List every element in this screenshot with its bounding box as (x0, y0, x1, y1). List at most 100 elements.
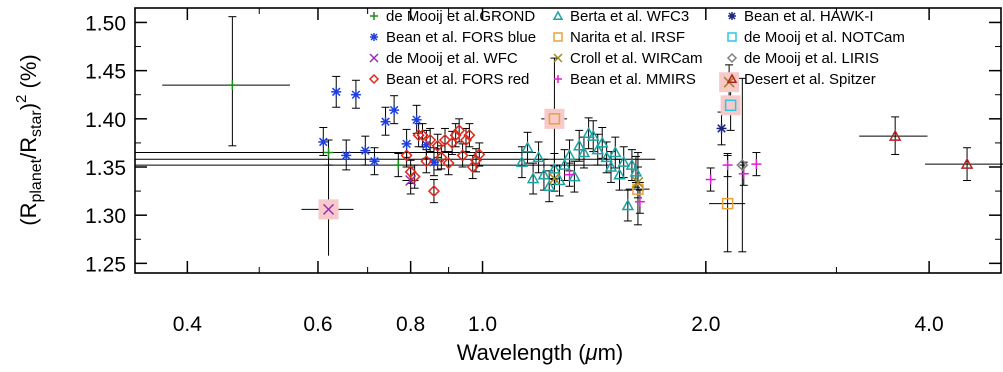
y-tick-label-0: 1.25 (85, 253, 126, 276)
point-4-16 (595, 136, 609, 148)
legend-item-6: Croll et al. WIRCam (553, 50, 703, 67)
point-4-24 (629, 165, 643, 177)
legend-marker-3 (368, 73, 380, 85)
x-axis-label: Wavelength (μm) (457, 340, 624, 365)
legend-item-10: de Mooij et al. LIRIS (726, 50, 879, 67)
legend-label-9: de Mooij et al. NOTCam (744, 29, 905, 46)
point-6-0 (548, 173, 560, 185)
legend-marker-5 (553, 32, 563, 42)
legend-item-0: de Mooij et al.GROND (370, 8, 535, 25)
point-1-2 (341, 150, 352, 161)
legend-label-8: Bean et al. HAWK-I (744, 8, 874, 25)
y-tick-label-3: 1.40 (85, 109, 126, 132)
point-7-4 (738, 168, 749, 179)
point-4-11 (572, 139, 586, 151)
y-label-sup: 2 (13, 95, 30, 103)
legend-item-2: de Mooij et al. WFC (369, 50, 518, 67)
point-3-15 (456, 149, 469, 162)
point-6-1 (632, 176, 644, 188)
x-tick-label-4: 2.0 (691, 313, 720, 336)
point-3-2 (408, 170, 421, 183)
point-3-5 (420, 155, 433, 168)
point-5-1 (632, 183, 644, 195)
legend-label-2: de Mooij et al. WFC (386, 50, 518, 67)
point-4-17 (600, 150, 613, 163)
legend-item-8: Bean et al. HAWK-I (728, 8, 874, 25)
point-4-15 (591, 143, 605, 155)
y-tick-label-1: 1.30 (85, 205, 126, 228)
legend-item-7: Bean et al. MMIRS (554, 71, 696, 88)
point-3-13 (449, 129, 462, 142)
point-5-2 (721, 197, 734, 210)
point-3-8 (431, 139, 444, 152)
legend-marker-1 (370, 33, 378, 41)
legend-label-10: de Mooij et al. LIRIS (744, 50, 879, 67)
point-1-8 (401, 138, 412, 149)
legend-label-1: Bean et al. FORS blue (386, 29, 536, 46)
highlight-marker-3 (720, 95, 741, 116)
point-0-1 (323, 147, 334, 158)
y-tick-label-4: 1.45 (85, 61, 126, 84)
point-7-1 (634, 196, 645, 207)
plot-frame (134, 7, 1002, 274)
point-4-13 (582, 126, 595, 139)
legend-label-5: Narita et al. IRSF (570, 29, 685, 46)
point-1-5 (369, 156, 380, 167)
point-1-6 (380, 116, 391, 127)
legend-marker-9 (727, 32, 737, 42)
legend-marker-6 (553, 53, 563, 63)
point-4-10 (568, 170, 581, 182)
legend-marker-10 (726, 52, 738, 64)
point-8-0 (716, 123, 727, 134)
point-4-9 (563, 148, 576, 161)
point-4-21 (617, 155, 630, 167)
x-tick-label-3: 1.0 (468, 313, 497, 336)
point-4-1 (521, 141, 534, 153)
point-9-0 (724, 99, 737, 112)
point-7-0 (564, 169, 575, 180)
point-3-7 (427, 185, 441, 198)
point-11-0 (888, 129, 902, 141)
point-4-5 (542, 179, 556, 192)
legend-marker-0 (370, 12, 378, 20)
point-4-4 (537, 168, 551, 180)
highlight-marker-1 (544, 108, 565, 129)
legend-label-0: de Mooij et al.GROND (386, 8, 535, 25)
point-3-11 (442, 157, 455, 170)
point-4-7 (553, 173, 566, 186)
point-3-16 (459, 133, 473, 147)
point-3-4 (416, 129, 429, 142)
data-markers (227, 76, 974, 215)
y-tick-label-5: 1.50 (85, 12, 126, 35)
point-3-17 (463, 129, 476, 142)
y-label-sub1: planet (28, 158, 45, 202)
legend-label-7: Bean et al. MMIRS (570, 71, 696, 88)
legend-marker-11 (726, 73, 738, 83)
legend-item-3: Bean et al. FORS red (368, 71, 529, 88)
point-4-12 (577, 146, 591, 158)
point-4-3 (532, 150, 545, 163)
x-axis-label-post: m) (598, 340, 624, 365)
axis-ticks: 0.4 0.6 0.8 1.0 2.0 4.0 1.25 1.30 1.35 1.40 1.45 1.… (85, 8, 1001, 336)
point-1-4 (360, 145, 371, 156)
point-0-0 (227, 80, 238, 91)
x-axis-label-pre: Wavelength ( (457, 340, 586, 365)
legend-item-11: Desert et al. Spitzer (726, 71, 876, 88)
point-1-1 (331, 86, 342, 97)
legend-item-5: Narita et al. IRSF (553, 29, 685, 46)
legend-label-11: Desert et al. Spitzer (744, 71, 876, 88)
legend-marker-8 (728, 12, 736, 20)
x-tick-label-5: 4.0 (915, 313, 944, 336)
x-axis-label-mu: μ (585, 340, 598, 365)
y-label-close: ) (16, 103, 41, 110)
point-10-0 (736, 159, 749, 172)
point-4-23 (625, 158, 639, 170)
point-4-14 (586, 129, 600, 141)
point-4-2 (526, 172, 540, 184)
legend-marker-4 (552, 10, 564, 20)
y-label-mid: /R (16, 137, 41, 159)
point-5-0 (548, 113, 561, 125)
point-2-0 (405, 174, 417, 187)
point-4-6 (548, 162, 561, 174)
